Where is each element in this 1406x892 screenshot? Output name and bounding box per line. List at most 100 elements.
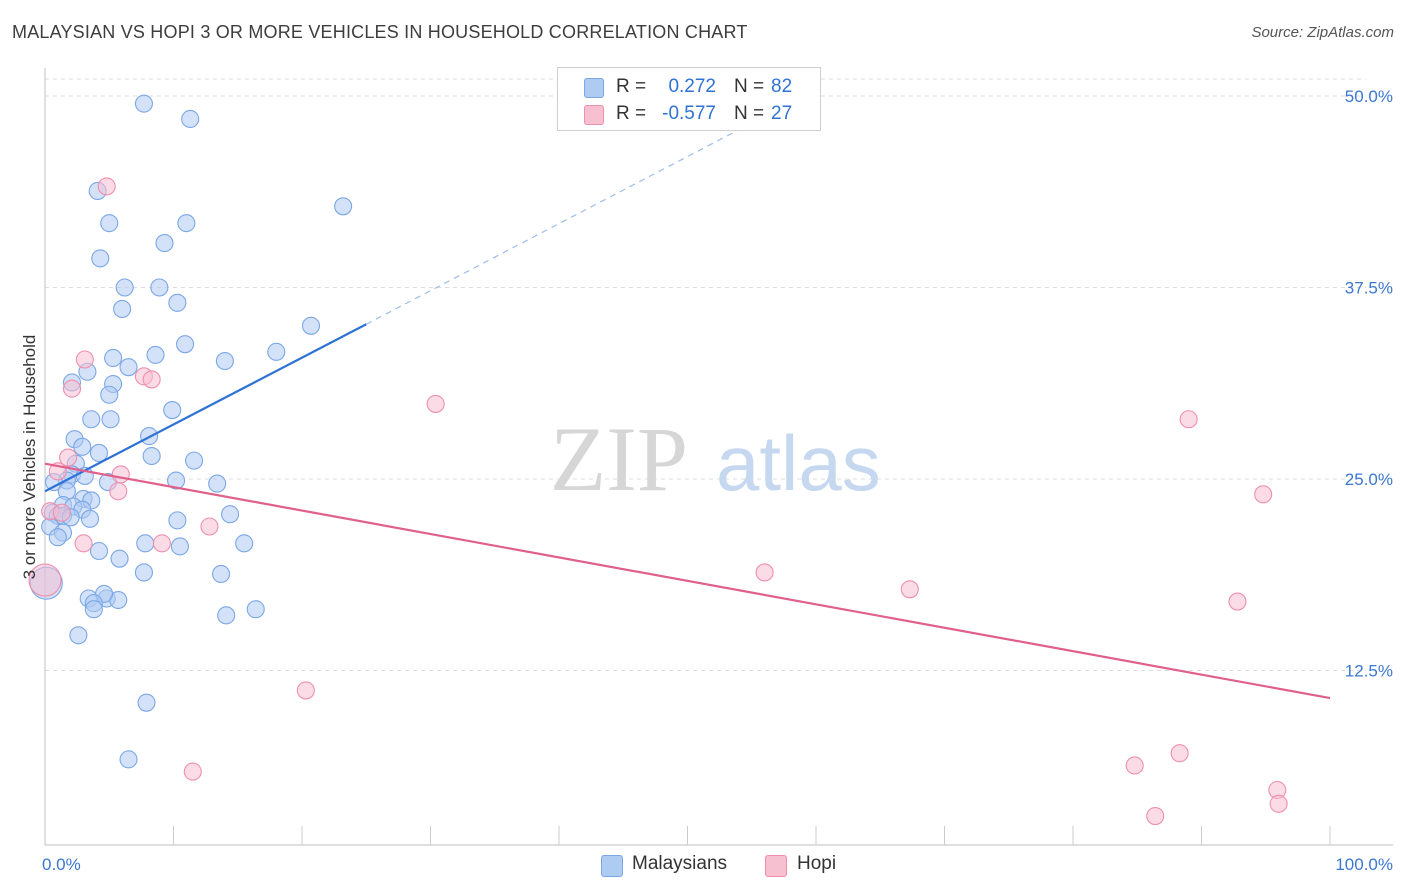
legend-row-malaysians: R = 0.272 N = 82 bbox=[558, 73, 820, 101]
malaysian-point bbox=[136, 534, 155, 553]
malaysian-point bbox=[150, 278, 169, 297]
x-tick-label: 100.0% bbox=[1335, 855, 1393, 874]
malaysian-point bbox=[301, 316, 321, 335]
hopi-point bbox=[200, 517, 219, 536]
malaysian-point bbox=[177, 214, 196, 233]
malaysian-point bbox=[119, 750, 138, 769]
malaysian-point bbox=[246, 600, 265, 619]
malaysian-point bbox=[155, 234, 174, 253]
malaysian-point bbox=[220, 505, 240, 524]
hopi-point bbox=[28, 563, 62, 597]
hopi-point bbox=[52, 503, 71, 522]
hopi-point bbox=[426, 394, 445, 413]
hopi-point bbox=[142, 370, 161, 389]
malaysian-point bbox=[267, 342, 286, 361]
malaysian-point bbox=[82, 410, 101, 429]
y-tick-label: 37.5% bbox=[1345, 279, 1393, 298]
malaysian-point bbox=[208, 474, 227, 493]
malaysian-point bbox=[168, 293, 187, 312]
legend-n-label: N = bbox=[734, 76, 765, 97]
malaysian-point bbox=[215, 351, 234, 371]
hopi-point bbox=[1228, 592, 1247, 611]
x-tick-label: 0.0% bbox=[42, 855, 81, 874]
malaysian-point bbox=[80, 509, 100, 528]
legend-n-value: 82 bbox=[771, 76, 793, 97]
hopi-point bbox=[75, 350, 94, 369]
legend-r-value: -0.577 bbox=[662, 103, 716, 124]
malaysian-point bbox=[69, 626, 88, 645]
hopi-point bbox=[152, 534, 171, 553]
malaysian-point bbox=[185, 451, 204, 470]
source-label: Source: ZipAtlas.com bbox=[1251, 24, 1394, 41]
y-tick-label: 12.5% bbox=[1345, 662, 1393, 681]
malaysian-point bbox=[73, 437, 92, 456]
legend-r-label: R = bbox=[616, 103, 647, 124]
malaysian-point bbox=[334, 197, 353, 216]
malaysian-point bbox=[211, 564, 231, 584]
malaysian-point bbox=[137, 693, 156, 712]
series-malaysians bbox=[29, 94, 353, 769]
malaysian-point bbox=[163, 401, 182, 420]
malaysian-point bbox=[113, 299, 132, 318]
malaysian-point bbox=[110, 549, 129, 568]
malaysian-point bbox=[84, 600, 103, 619]
legend-n-value: 27 bbox=[771, 103, 793, 124]
correlation-legend: R = 0.272 N = 82 R = -0.577 N = 27 bbox=[557, 67, 821, 131]
legend-label-malaysians: Malaysians bbox=[632, 853, 728, 874]
malaysian-point bbox=[89, 443, 109, 463]
hopi-point bbox=[109, 482, 128, 501]
hopi-point bbox=[62, 379, 82, 398]
malaysian-point bbox=[181, 109, 200, 129]
series-hopi bbox=[28, 177, 1288, 826]
malaysian-point bbox=[100, 385, 119, 404]
malaysian-point bbox=[91, 249, 110, 268]
trendline-malaysians-extension bbox=[365, 129, 740, 325]
hopi-point bbox=[59, 448, 78, 467]
axis-layer bbox=[44, 68, 1393, 846]
trend-layer bbox=[44, 129, 1331, 700]
trendline-hopi bbox=[44, 462, 1331, 700]
malaysian-point bbox=[134, 563, 153, 582]
hopi-point bbox=[1254, 485, 1273, 504]
malaysian-point bbox=[89, 541, 109, 561]
y-axis-label: 3 or more Vehicles in Household bbox=[20, 334, 39, 580]
malaysian-point bbox=[146, 345, 165, 364]
hopi-point bbox=[1170, 744, 1189, 763]
watermark-atlas: atlas bbox=[716, 419, 881, 507]
malaysian-point bbox=[176, 335, 195, 354]
malaysian-point bbox=[100, 214, 119, 233]
y-tick-label: 50.0% bbox=[1345, 87, 1393, 106]
legend-n-label: N = bbox=[734, 103, 765, 124]
chart-title: MALAYSIAN VS HOPI 3 OR MORE VEHICLES IN … bbox=[12, 22, 748, 42]
hopi-point bbox=[1269, 794, 1288, 813]
watermark-zip: ZIP bbox=[550, 408, 688, 510]
malaysian-point bbox=[119, 358, 138, 377]
legend-swatch-malaysians bbox=[601, 855, 623, 877]
malaysian-point bbox=[217, 606, 236, 625]
legend-label-hopi: Hopi bbox=[797, 853, 837, 874]
legend-r-value: 0.272 bbox=[668, 76, 716, 97]
y-tick-label: 25.0% bbox=[1345, 470, 1393, 489]
hopi-point bbox=[183, 762, 202, 781]
labels-layer: 12.5% 25.0% 37.5% 50.0% 0.0% 100.0% bbox=[42, 87, 1393, 874]
hopi-point bbox=[1179, 410, 1198, 429]
hopi-point bbox=[755, 563, 774, 582]
malaysian-point bbox=[167, 471, 186, 490]
malaysian-point bbox=[170, 537, 189, 556]
legend-swatch-hopi bbox=[584, 105, 604, 125]
points-layer bbox=[28, 94, 1288, 826]
hopi-point bbox=[74, 534, 93, 553]
legend-row-hopi: R = -0.577 N = 27 bbox=[558, 100, 820, 128]
legend-r-label: R = bbox=[616, 76, 647, 97]
hopi-point bbox=[111, 465, 130, 484]
malaysian-point bbox=[101, 410, 120, 429]
malaysian-point bbox=[48, 528, 67, 547]
malaysian-point bbox=[104, 348, 123, 368]
hopi-point bbox=[97, 177, 116, 196]
malaysian-point bbox=[142, 446, 161, 466]
malaysian-point bbox=[235, 534, 254, 553]
malaysian-point bbox=[168, 511, 187, 530]
grid-layer bbox=[45, 78, 1366, 671]
trendline-malaysians bbox=[44, 323, 367, 493]
